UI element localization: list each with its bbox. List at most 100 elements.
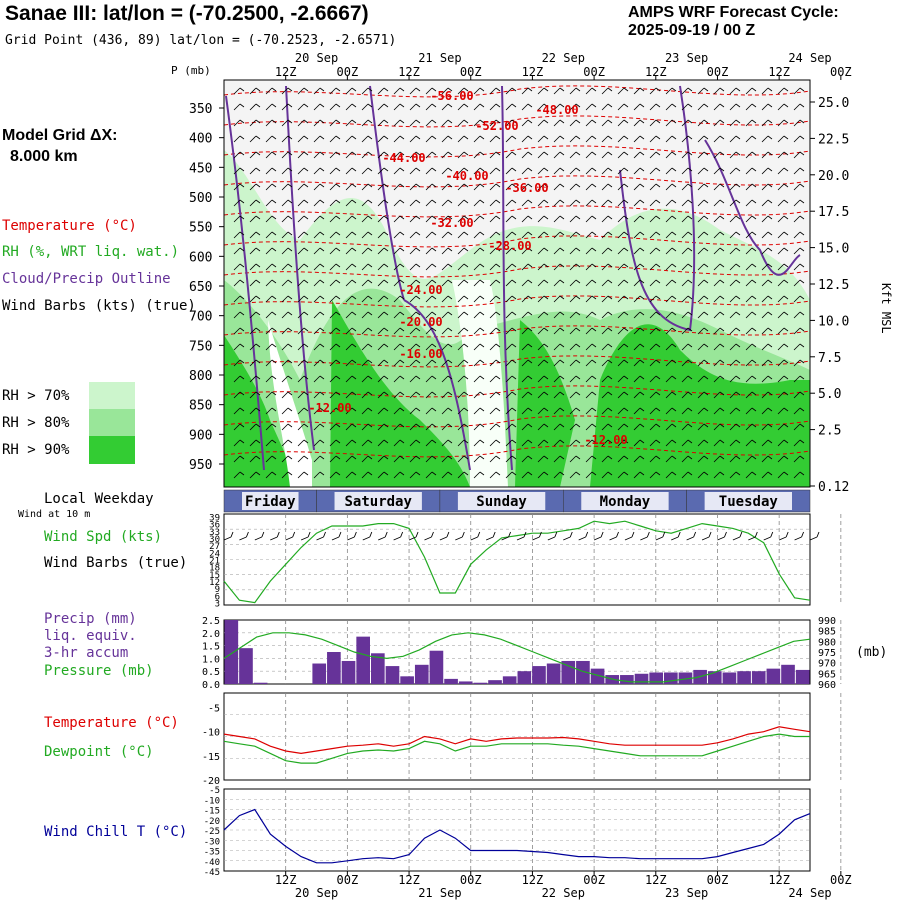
wind-barb	[585, 103, 597, 111]
wind-barb	[361, 343, 373, 351]
wind-barb	[441, 327, 453, 335]
surface-wind-barb	[362, 531, 373, 541]
pressure-tick: 985	[818, 627, 836, 638]
pressure-axis-title: P (mb)	[171, 64, 211, 77]
wind-barb	[425, 423, 437, 431]
weekday-label: Monday	[600, 494, 651, 510]
wind-barb	[713, 231, 725, 239]
wind-barb	[665, 247, 677, 255]
wind-barb	[569, 471, 581, 479]
wind-barb	[617, 343, 629, 351]
precip-tick: 0.5	[202, 667, 220, 678]
wind-barb	[393, 343, 405, 351]
wind-barb	[793, 231, 805, 239]
wind-barb	[761, 359, 773, 367]
surface-wind-barb	[609, 531, 619, 541]
weekday-label: Tuesday	[719, 494, 779, 510]
wind-barb	[745, 263, 757, 271]
wind-barb	[425, 135, 437, 143]
wind-barb	[313, 215, 325, 223]
wind-barb	[601, 279, 613, 287]
wind-barb	[569, 135, 581, 143]
wind-barb	[249, 279, 261, 287]
wind-barb	[729, 119, 741, 127]
surface-wind-barb	[501, 531, 511, 541]
wind-barb	[249, 327, 261, 335]
wind-barb	[681, 279, 693, 287]
wind-barb	[649, 135, 661, 143]
wind-barb	[489, 455, 501, 463]
wind-barb	[601, 439, 613, 447]
wind-barb	[297, 375, 309, 383]
top-hour-label: 12Z	[275, 65, 297, 79]
wind-barb	[457, 311, 469, 319]
wind-barb	[761, 407, 773, 415]
wind-barb	[633, 359, 645, 367]
wind-barb	[729, 183, 741, 191]
wind-barb	[521, 375, 533, 383]
wind-barb	[425, 199, 437, 207]
wind-barb	[537, 391, 549, 399]
wind-barb	[777, 295, 789, 303]
wind-barb	[633, 215, 645, 223]
wind-barb	[569, 183, 581, 191]
wind-barb	[521, 215, 533, 223]
wind-barb	[425, 183, 437, 191]
wind-barb	[281, 167, 293, 175]
pressure-tick: 980	[818, 637, 836, 648]
wind-barb	[697, 439, 709, 447]
precip-bar	[722, 672, 737, 684]
wind-barb	[777, 359, 789, 367]
pressure-tick-label: 900	[189, 428, 212, 443]
surface-wind-barb	[485, 531, 496, 541]
wind-barb	[329, 407, 341, 415]
wind-barb	[393, 423, 405, 431]
surface-wind-barb	[270, 531, 280, 541]
wind-barb	[297, 343, 309, 351]
wind-barb	[665, 327, 677, 335]
temperature-contour	[223, 235, 811, 248]
wind-barb	[761, 215, 773, 223]
wind-barb	[265, 167, 277, 175]
wind-barb	[761, 263, 773, 271]
wind-barb	[793, 471, 805, 479]
wind-barb	[409, 231, 421, 239]
wind-barb	[537, 87, 549, 95]
wind-barb	[281, 423, 293, 431]
wind-chill-tick: -20	[204, 817, 220, 827]
wind-barb	[441, 359, 453, 367]
wind-barb	[633, 279, 645, 287]
pressure-tick: 965	[818, 669, 836, 680]
wind-barb	[329, 87, 341, 95]
cloud-outline	[369, 85, 405, 301]
wind-barb	[697, 231, 709, 239]
wind-barb	[793, 167, 805, 175]
wind-barb	[505, 279, 517, 287]
wind-barb	[665, 391, 677, 399]
precip-tick: 1.0	[202, 654, 220, 665]
wind-barb	[393, 135, 405, 143]
wind-barb	[441, 119, 453, 127]
wind-barb	[233, 311, 245, 319]
wind-barb	[313, 183, 325, 191]
wind-barb	[745, 327, 757, 335]
wind-barb	[281, 455, 293, 463]
wind-barb	[473, 407, 485, 415]
temperature-contour-label: -40.00	[445, 169, 488, 183]
wind-barb	[233, 471, 245, 479]
wind-barb	[745, 343, 757, 351]
wind-barb	[409, 215, 421, 223]
wind-barb	[761, 119, 773, 127]
wind-barb	[393, 295, 405, 303]
wind-barb	[793, 455, 805, 463]
wind-barb	[649, 215, 661, 223]
surface-wind-barb	[624, 531, 635, 541]
temperature-contour-label: -28.00	[488, 239, 531, 253]
wind-barb	[361, 215, 373, 223]
bottom-date-label: 20 Sep	[295, 886, 338, 900]
wind-barb	[793, 391, 805, 399]
precip-bar	[707, 671, 722, 684]
wind-barb	[441, 135, 453, 143]
wind-barb	[601, 151, 613, 159]
wind-barb	[313, 263, 325, 271]
